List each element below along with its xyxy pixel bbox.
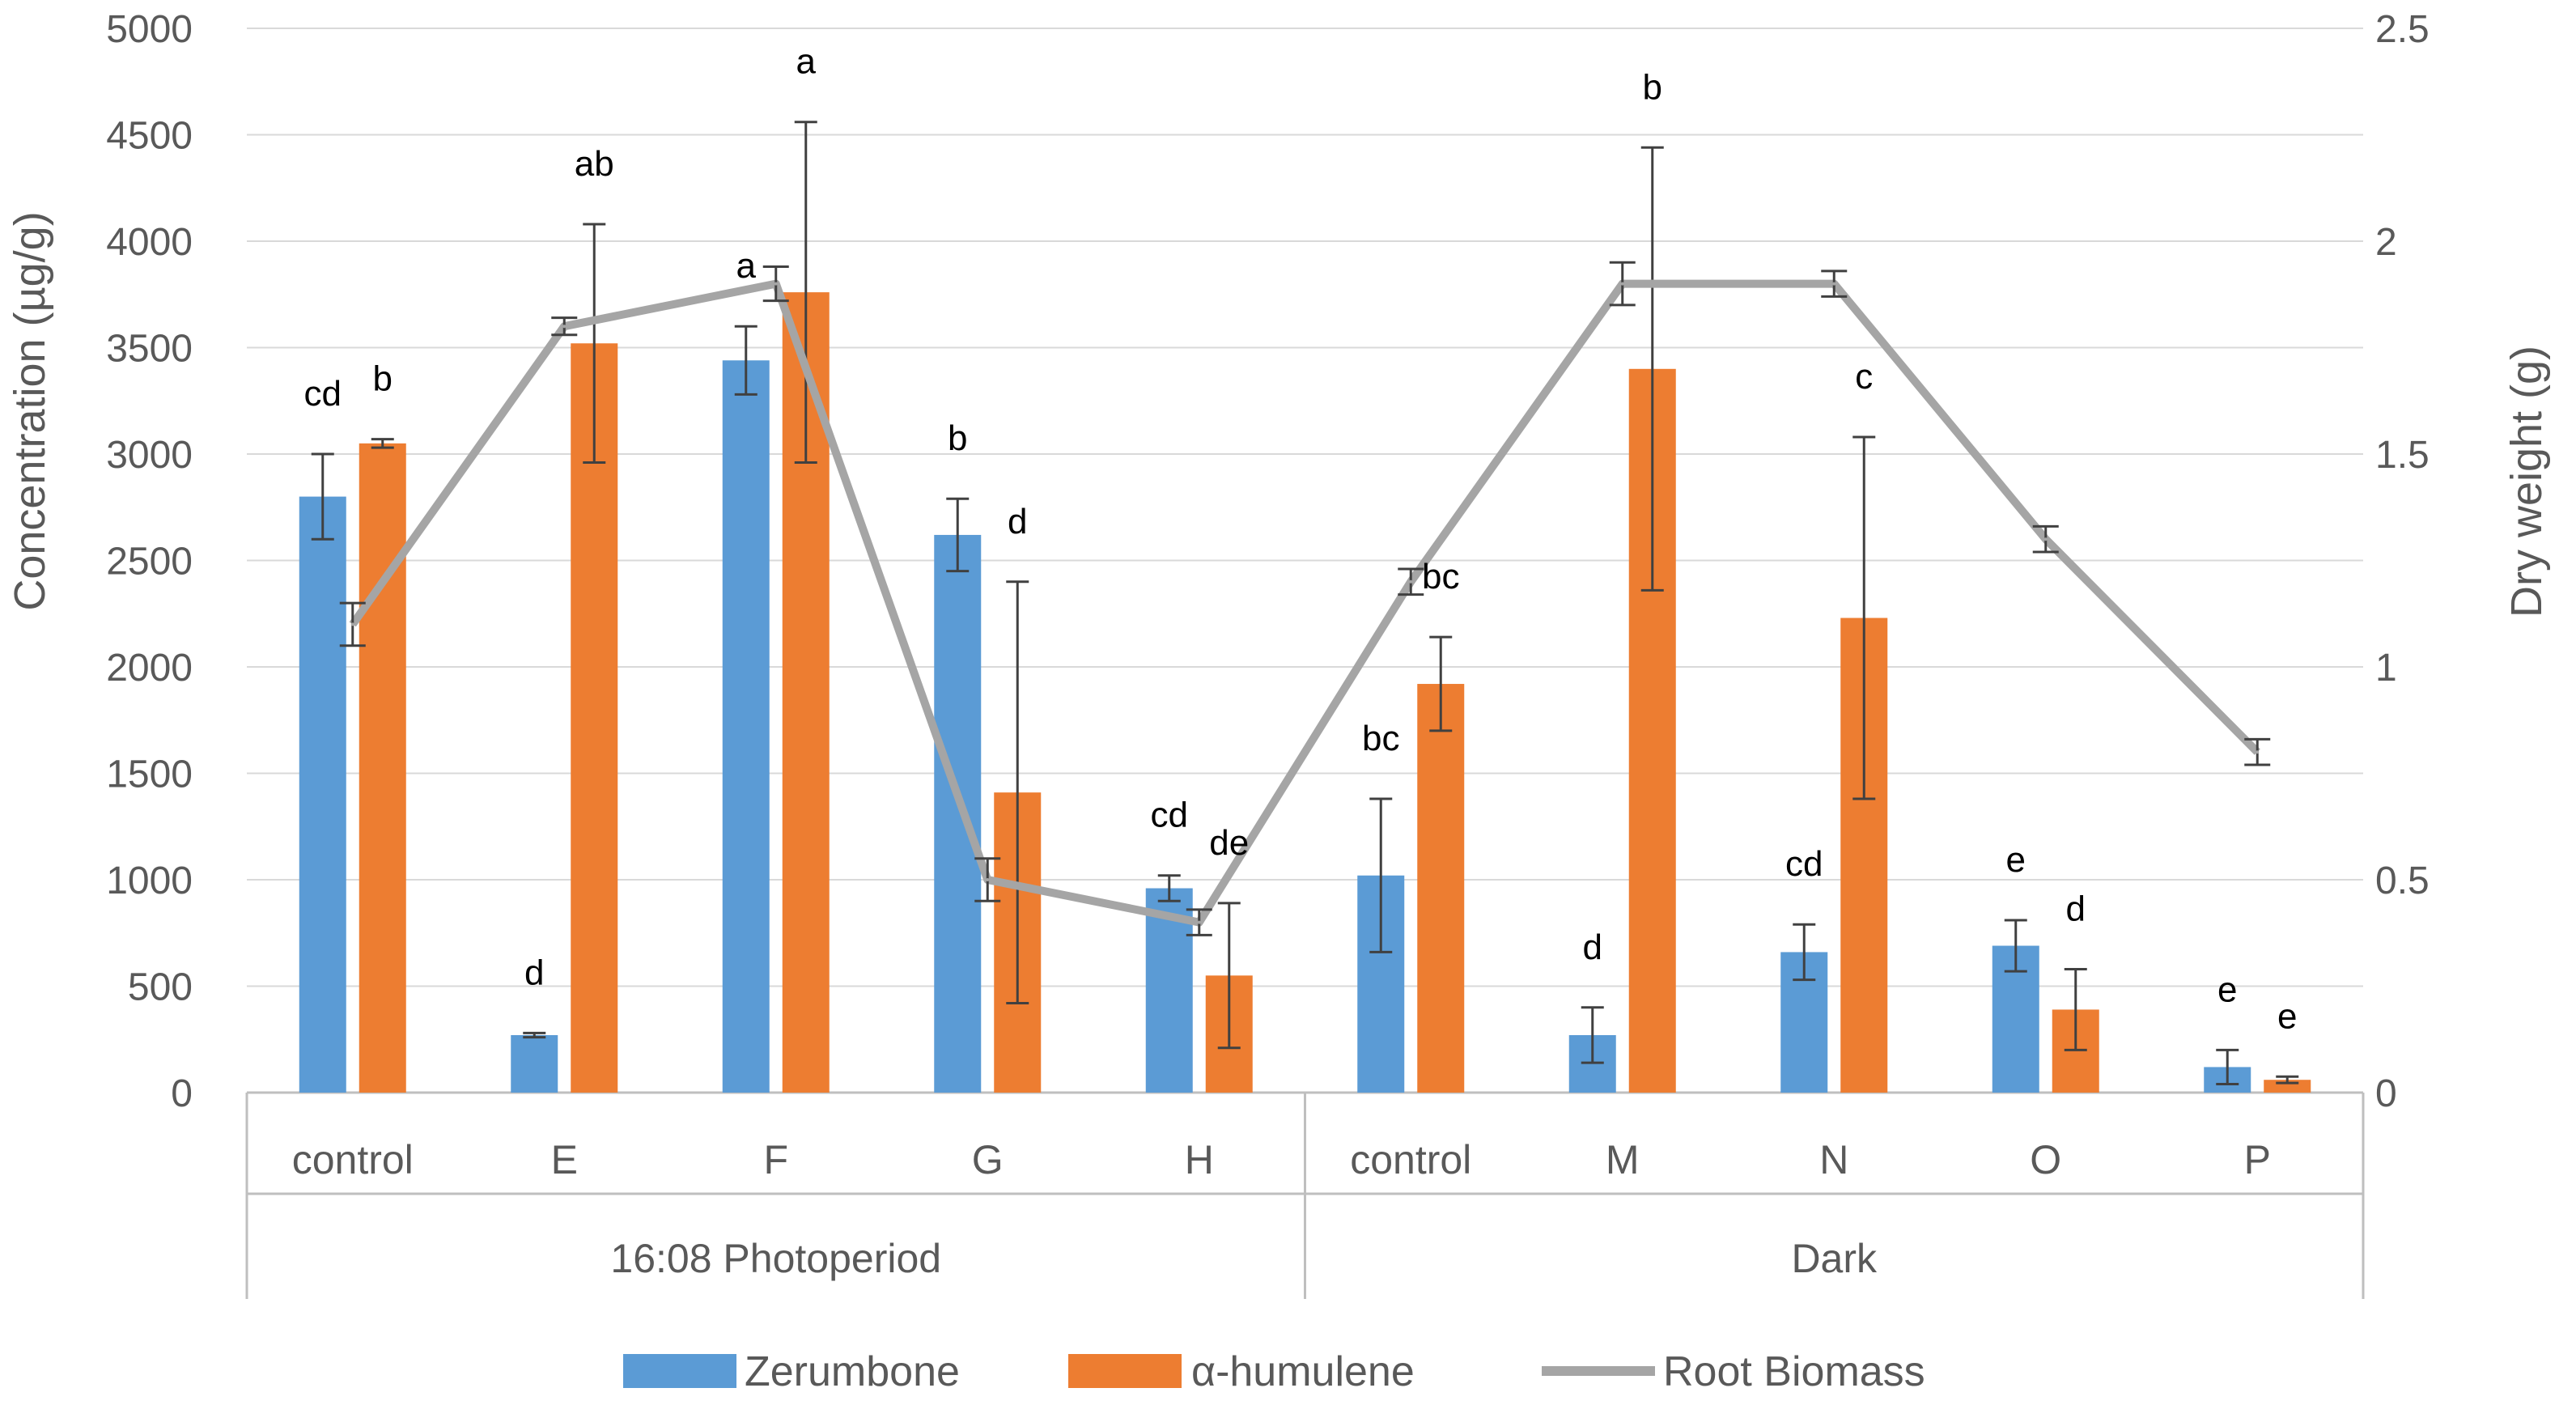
significance-label: cd [1785,844,1823,884]
bar-alpha-humulene [359,443,406,1093]
root-biomass-point [986,878,990,881]
y-tick-label: 1000 [106,860,193,902]
legend-label-root-biomass: Root Biomass [1663,1348,1925,1395]
y2-tick-label: 1 [2375,647,2397,690]
group-label: Dark [1791,1236,1878,1281]
significance-label: e [2277,996,2297,1036]
category-label: G [972,1137,1004,1182]
category-label: control [292,1137,414,1182]
root-biomass-point [2043,537,2048,541]
category-label: control [1350,1137,1471,1182]
bar-alpha-humulene [2264,1080,2311,1093]
significance-label: bc [1362,719,1399,758]
category-label: M [1606,1137,1640,1182]
y2-tick-label: 0 [2375,1072,2397,1115]
significance-label: b [948,418,967,458]
significance-label: d [2066,889,2086,928]
y2-tick-label: 2 [2375,221,2397,264]
category-label: N [1819,1137,1848,1182]
error-bars [311,121,2299,1085]
bar-zerumbone [934,534,982,1093]
y-tick-label: 2000 [106,647,193,690]
legend-label-zerumbone: Zerumbone [745,1348,960,1395]
root-biomass-point [350,622,354,626]
y-tick-label: 4000 [106,221,193,264]
root-biomass-point [2256,750,2260,754]
y2-tick-label: 0.5 [2375,860,2430,902]
gridlines [247,28,2363,987]
legend-swatch-zerumbone [623,1354,736,1388]
significance-label: bc [1422,557,1459,596]
y-tick-label: 0 [171,1072,193,1115]
significance-label: d [1008,502,1027,541]
group-label: 16:08 Photoperiod [610,1236,941,1281]
legend-swatch-alpha-humulene [1068,1354,1182,1388]
significance-label: a [736,246,757,286]
y-tick-label: 3500 [106,328,193,371]
root-biomass-point [1620,282,1624,286]
y-axis-title: Concentration (µg/g) [6,211,54,610]
category-label: E [551,1137,578,1182]
significance-label: cd [1151,796,1188,835]
significance-label: e [2217,970,2237,1009]
legend-label-alpha-humulene: α-humulene [1191,1348,1415,1395]
significance-label: a [796,42,817,82]
root-biomass-point [562,325,567,329]
significance-label: c [1855,357,1873,397]
bars [299,292,2311,1093]
root-biomass-polyline [349,279,2260,927]
y-tick-label: 1500 [106,753,193,796]
root-biomass-point [774,282,778,286]
y2-axis-title: Dry weight (g) [2502,346,2551,618]
significance-label: d [1583,927,1602,967]
bar-alpha-humulene [1417,684,1465,1093]
significance-label: d [524,953,544,992]
significance-label: b [1643,67,1662,107]
bar-alpha-humulene [571,343,618,1093]
y2-tick-label: 1.5 [2375,434,2430,477]
y2-tick-label: 2.5 [2375,8,2430,51]
significance-label: ab [575,144,614,184]
significance-label: b [373,359,393,399]
root-biomass-line [339,261,2271,936]
significance-label: de [1209,823,1249,863]
y-tick-label: 3000 [106,434,193,477]
root-biomass-point [1409,579,1413,584]
root-biomass-point [1832,282,1836,286]
category-label: P [2244,1137,2271,1182]
category-label: F [763,1137,788,1182]
significance-label: e [2006,840,2026,880]
bar-zerumbone [722,360,770,1093]
y-tick-label: 4500 [106,115,193,158]
legend: Zerumbone α-humulene Root Biomass [623,1348,1925,1395]
y-tick-label: 5000 [106,8,193,51]
y-tick-label: 500 [128,966,193,1009]
significance-label: cd [304,374,342,414]
category-label: O [2030,1137,2061,1182]
bar-zerumbone [299,496,346,1093]
axes: 0 500 1000 1500 2000 2500 3000 3500 4000 4500 5000… [106,8,2430,1299]
bar-zerumbone [511,1034,558,1093]
y-tick-label: 2500 [106,541,193,584]
category-label: H [1185,1137,1214,1182]
root-biomass-point [1197,920,1201,924]
